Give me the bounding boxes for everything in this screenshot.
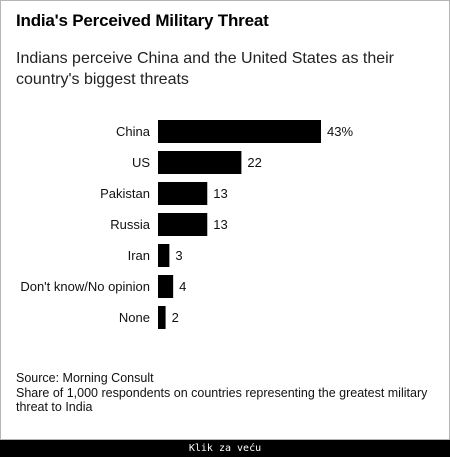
category-label-don-t-know-no-opinion: Don't know/No opinion xyxy=(20,279,150,294)
enlarge-link[interactable]: Klik za veću xyxy=(0,440,450,457)
bar-none xyxy=(158,306,166,329)
value-label-don-t-know-no-opinion: 4 xyxy=(179,279,186,294)
value-label-russia: 13 xyxy=(213,217,227,232)
bar-iran xyxy=(158,244,170,267)
category-label-us: US xyxy=(132,155,150,170)
bar-don-t-know-no-opinion xyxy=(158,275,174,298)
category-label-iran: Iran xyxy=(128,248,150,263)
category-label-none: None xyxy=(119,310,150,325)
chart-frame: India's Perceived Military Threat Indian… xyxy=(0,0,450,440)
bar-pakistan xyxy=(158,182,208,205)
value-label-us: 22 xyxy=(247,155,261,170)
bars-group: China 43% US 22 Pakistan 13 Russia 13 Iran 3 Don't… xyxy=(20,120,353,329)
bar-chart: China 43% US 22 Pakistan 13 Russia 13 Iran 3 Don't… xyxy=(20,120,353,329)
bar-russia xyxy=(158,213,208,236)
category-label-russia: Russia xyxy=(110,217,151,232)
bar-us xyxy=(158,151,242,174)
value-label-china: 43% xyxy=(327,124,353,139)
category-label-china: China xyxy=(116,124,151,139)
value-label-pakistan: 13 xyxy=(213,186,227,201)
note-text: Share of 1,000 respondents on countries … xyxy=(16,386,428,414)
source-text: Source: Morning Consult xyxy=(16,371,154,385)
category-label-pakistan: Pakistan xyxy=(100,186,150,201)
chart-title: India's Perceived Military Threat xyxy=(16,11,269,30)
chart-subtitle: Indians perceive China and the United St… xyxy=(16,50,395,88)
value-label-iran: 3 xyxy=(175,248,182,263)
bar-china xyxy=(158,120,321,143)
value-label-none: 2 xyxy=(172,310,179,325)
